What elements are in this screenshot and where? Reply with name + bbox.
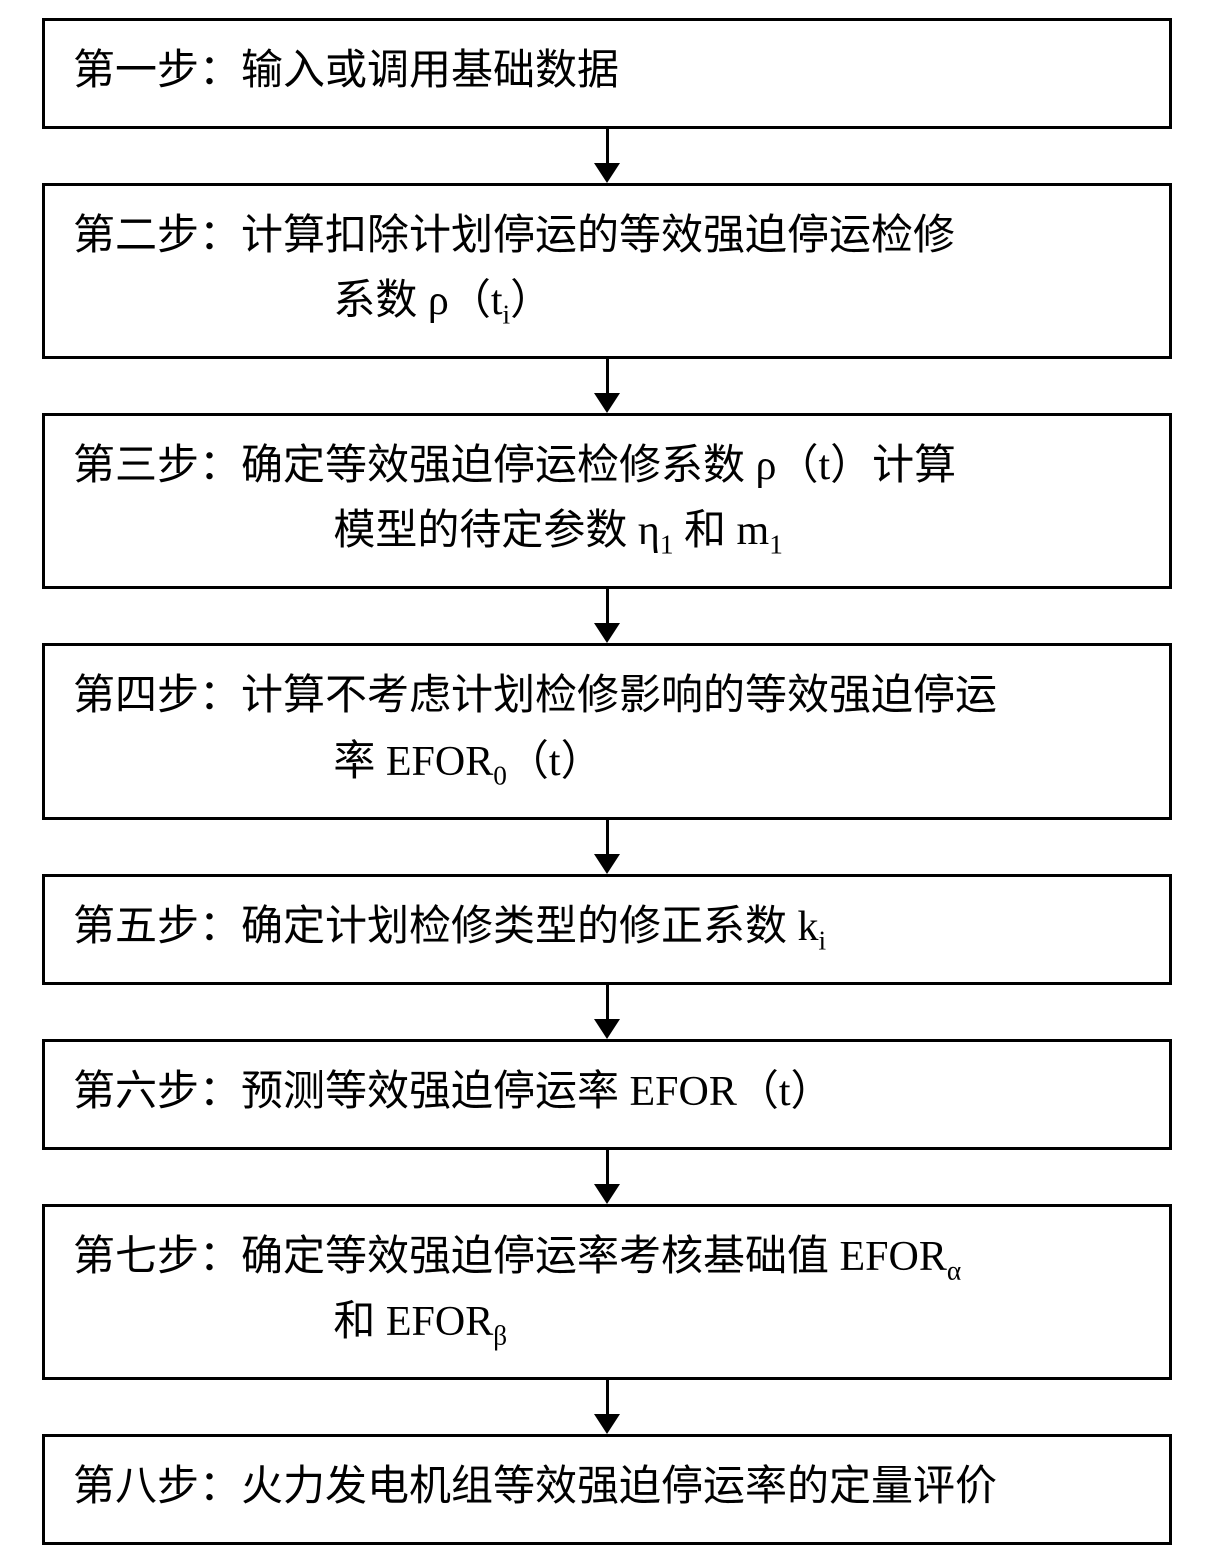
step-box-8: 第八步：火力发电机组等效强迫停运率的定量评价 — [42, 1434, 1172, 1545]
arrow-icon — [594, 359, 620, 413]
step-text: 和 EFORβ — [73, 1290, 1141, 1355]
step-text: 系数 ρ（ti） — [73, 269, 1141, 334]
step-box-5: 第五步：确定计划检修类型的修正系数 ki — [42, 874, 1172, 985]
arrow-icon — [594, 820, 620, 874]
step-text: 第一步：输入或调用基础数据 — [73, 39, 1141, 104]
step-text: 第三步：确定等效强迫停运检修系数 ρ（t）计算 — [73, 434, 1141, 499]
step-text: 第五步：确定计划检修类型的修正系数 ki — [73, 895, 1141, 960]
arrow-icon — [594, 129, 620, 183]
arrow-icon — [594, 1150, 620, 1204]
step-text: 率 EFOR0（t） — [73, 730, 1141, 795]
step-text: 第八步：火力发电机组等效强迫停运率的定量评价 — [73, 1455, 1141, 1520]
step-box-2: 第二步：计算扣除计划停运的等效强迫停运检修 系数 ρ（ti） — [42, 183, 1172, 359]
step-box-6: 第六步：预测等效强迫停运率 EFOR（t） — [42, 1039, 1172, 1150]
step-box-3: 第三步：确定等效强迫停运检修系数 ρ（t）计算 模型的待定参数 η1 和 m1 — [42, 413, 1172, 589]
arrow-icon — [594, 985, 620, 1039]
arrow-icon — [594, 589, 620, 643]
arrow-icon — [594, 1380, 620, 1434]
step-text: 第二步：计算扣除计划停运的等效强迫停运检修 — [73, 204, 1141, 269]
step-text: 模型的待定参数 η1 和 m1 — [73, 499, 1141, 564]
step-text: 第六步：预测等效强迫停运率 EFOR（t） — [73, 1060, 1141, 1125]
step-box-7: 第七步：确定等效强迫停运率考核基础值 EFORα 和 EFORβ — [42, 1204, 1172, 1380]
flowchart-container: 第一步：输入或调用基础数据 第二步：计算扣除计划停运的等效强迫停运检修 系数 ρ… — [0, 0, 1214, 1545]
step-text: 第七步：确定等效强迫停运率考核基础值 EFORα — [73, 1225, 1141, 1290]
step-text: 第四步：计算不考虑计划检修影响的等效强迫停运 — [73, 664, 1141, 729]
step-box-1: 第一步：输入或调用基础数据 — [42, 18, 1172, 129]
step-box-4: 第四步：计算不考虑计划检修影响的等效强迫停运 率 EFOR0（t） — [42, 643, 1172, 819]
